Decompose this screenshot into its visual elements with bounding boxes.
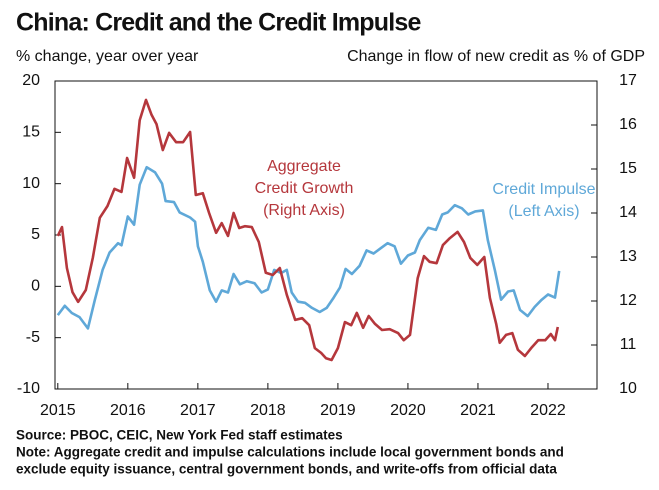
x-tick-label: 2018 — [250, 402, 286, 419]
chart-title: China: Credit and the Credit Impulse — [16, 9, 421, 37]
y2-tick-label: 10 — [619, 380, 637, 397]
y-tick-label: 0 — [31, 278, 40, 295]
note: Note: Aggregate credit and impulse calcu… — [16, 445, 564, 460]
y2-tick-label: 17 — [619, 72, 637, 89]
series-line — [56, 165, 561, 330]
x-tick-label: 2021 — [460, 402, 496, 419]
y2-tick-label: 15 — [619, 160, 637, 177]
y-tick-label: -10 — [17, 380, 40, 397]
annotation: Credit Growth — [255, 180, 354, 197]
x-tick-label: 2022 — [530, 402, 566, 419]
series-line — [56, 98, 560, 362]
y-tick-label: 15 — [22, 124, 40, 141]
x-tick-label: 2016 — [110, 402, 146, 419]
x-tick-label: 2020 — [390, 402, 426, 419]
x-tick-label: 2017 — [180, 402, 216, 419]
y-axis-label: % change, year over year — [16, 48, 199, 65]
y2-tick-label: 11 — [620, 336, 637, 353]
annotation: Credit Impulse — [492, 181, 595, 198]
source: Source: PBOC, CEIC, New York Fed staff e… — [16, 428, 343, 443]
y-tick-label: 20 — [22, 72, 40, 89]
y-tick-label: 10 — [22, 175, 40, 192]
note: exclude equity issuance, central governm… — [16, 462, 557, 477]
x-tick-label: 2015 — [40, 402, 76, 419]
y-tick-label: 5 — [31, 226, 40, 243]
annotation: Aggregate — [267, 158, 341, 175]
y-tick-label: -5 — [26, 329, 40, 346]
y2-tick-label: 12 — [619, 292, 637, 309]
y2-tick-label: 13 — [619, 248, 637, 265]
annotation: (Right Axis) — [263, 202, 345, 219]
annotation: (Left Axis) — [508, 203, 579, 220]
y2-tick-label: 16 — [619, 116, 637, 133]
y2-tick-label: 14 — [619, 204, 637, 221]
x-tick-label: 2019 — [320, 402, 356, 419]
y2-axis-label: Change in flow of new credit as % of GDP — [347, 48, 645, 65]
